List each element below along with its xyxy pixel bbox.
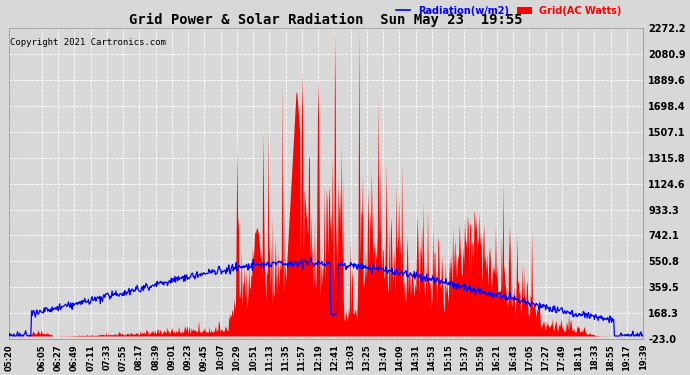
Title: Grid Power & Solar Radiation  Sun May 23  19:55: Grid Power & Solar Radiation Sun May 23 … (129, 13, 523, 27)
Legend: Radiation(w/m2), Grid(AC Watts): Radiation(w/m2), Grid(AC Watts) (392, 2, 626, 20)
Text: Copyright 2021 Cartronics.com: Copyright 2021 Cartronics.com (10, 38, 166, 46)
